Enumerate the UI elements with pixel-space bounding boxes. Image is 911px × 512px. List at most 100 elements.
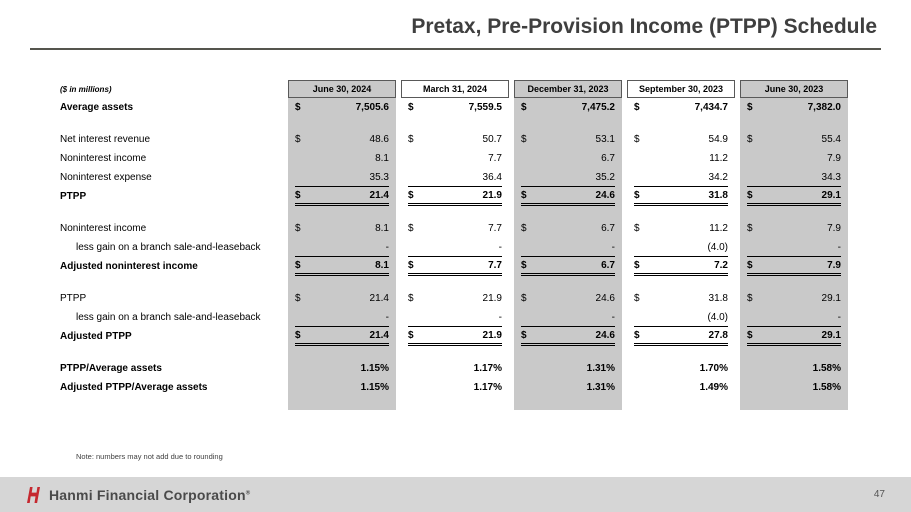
title-divider <box>30 48 881 50</box>
row-label: less gain on a branch sale-and-leaseback <box>76 242 261 253</box>
table-row: PTPP/Average assets 1.15% 1.17% 1.31% 1.70% 1… <box>58 359 848 378</box>
cell-value: 1.17% <box>473 382 502 393</box>
table-row: Average assets $7,505.6 $7,559.5 $7,475.2 $7… <box>58 98 848 117</box>
value-cell: $7,559.5 <box>401 98 509 117</box>
brand: Hanmi Financial Corporation® <box>26 486 250 504</box>
value-cell: $8.1 <box>288 219 396 238</box>
value-cell: $29.1 <box>740 187 848 206</box>
cell-value: - <box>385 241 389 253</box>
row-label: Noninterest income <box>60 223 147 234</box>
cell-value: 7.9 <box>827 223 841 234</box>
brand-name: Hanmi Financial Corporation® <box>49 486 251 503</box>
dollar-sign: $ <box>295 293 301 304</box>
dollar-sign: $ <box>747 223 753 234</box>
value-cell: 34.3 <box>740 168 848 187</box>
value-cell: 1.17% <box>401 378 509 397</box>
cell-value: 21.9 <box>482 293 502 304</box>
value-cell: 1.31% <box>514 359 622 378</box>
table-row: Noninterest expense 35.3 36.4 35.2 34.2 34.3 <box>58 168 848 187</box>
cell-value: 34.3 <box>821 171 841 183</box>
value-cell: 36.4 <box>401 168 509 187</box>
cell-value: 21.4 <box>369 329 389 341</box>
row-label: PTPP <box>60 293 87 304</box>
cell-value: 6.7 <box>601 153 615 164</box>
value-cell: 35.2 <box>514 168 622 187</box>
cell-value: 7,382.0 <box>807 102 841 113</box>
cell-value: 7.7 <box>488 259 502 271</box>
dollar-sign: $ <box>521 329 527 341</box>
column-header: December 31, 2023 <box>514 80 622 98</box>
value-cell: 6.7 <box>514 149 622 168</box>
value-cell: $6.7 <box>514 257 622 276</box>
value-cell: $21.9 <box>401 289 509 308</box>
row-label: Average assets <box>60 102 134 113</box>
table-tail-row <box>58 397 848 410</box>
cell-value: 31.8 <box>708 293 728 304</box>
cell-value: 8.1 <box>375 223 389 234</box>
dollar-sign: $ <box>408 329 414 341</box>
value-cell: (4.0) <box>627 308 735 327</box>
cell-value: 1.17% <box>473 363 502 374</box>
value-cell: $7.7 <box>401 219 509 238</box>
column-header: March 31, 2024 <box>401 80 509 98</box>
value-cell: $24.6 <box>514 187 622 206</box>
cell-value: 31.8 <box>708 189 728 201</box>
row-label: Adjusted PTPP/Average assets <box>60 382 208 393</box>
dollar-sign: $ <box>408 102 414 113</box>
dollar-sign: $ <box>295 329 301 341</box>
cell-value: 35.3 <box>369 171 389 183</box>
cell-value: 34.2 <box>708 171 728 183</box>
value-cell: $27.8 <box>627 327 735 346</box>
value-cell: 1.17% <box>401 359 509 378</box>
value-cell: 1.15% <box>288 378 396 397</box>
value-cell: $21.9 <box>401 327 509 346</box>
cell-value: 1.31% <box>586 363 615 374</box>
row-label: Net interest revenue <box>60 134 151 145</box>
value-cell: 7.9 <box>740 149 848 168</box>
cell-value: 1.15% <box>360 363 389 374</box>
value-cell: $31.8 <box>627 187 735 206</box>
cell-value: 8.1 <box>375 259 389 271</box>
dollar-sign: $ <box>747 259 753 271</box>
value-cell: $7.9 <box>740 257 848 276</box>
dollar-sign: $ <box>295 259 301 271</box>
value-cell: - <box>288 308 396 327</box>
value-cell: $29.1 <box>740 289 848 308</box>
cell-value: 54.9 <box>708 134 728 145</box>
dollar-sign: $ <box>295 189 301 201</box>
dollar-sign: $ <box>408 293 414 304</box>
cell-value: 8.1 <box>375 153 389 164</box>
value-cell: - <box>401 308 509 327</box>
value-cell: $7,434.7 <box>627 98 735 117</box>
value-cell: $21.9 <box>401 187 509 206</box>
cell-value: 7.9 <box>827 259 841 271</box>
dollar-sign: $ <box>295 102 301 113</box>
table-row: Adjusted PTPP $21.4 $21.9 $24.6 $27.8 $29.1 <box>58 327 848 346</box>
cell-value: 7,505.6 <box>355 102 389 113</box>
row-label: Noninterest income <box>60 153 147 164</box>
value-cell: $6.7 <box>514 219 622 238</box>
row-label: Noninterest expense <box>60 172 152 183</box>
value-cell: 1.70% <box>627 359 735 378</box>
dollar-sign: $ <box>747 329 753 341</box>
dollar-sign: $ <box>634 259 640 271</box>
table-row: PTPP $21.4 $21.9 $24.6 $31.8 $29.1 <box>58 187 848 206</box>
dollar-sign: $ <box>295 134 301 145</box>
value-cell: 1.49% <box>627 378 735 397</box>
value-cell: $21.4 <box>288 289 396 308</box>
dollar-sign: $ <box>295 223 301 234</box>
table-row: Net interest revenue $48.6 $50.7 $53.1 $54.9… <box>58 130 848 149</box>
value-cell: - <box>740 308 848 327</box>
cell-value: 35.2 <box>595 171 615 183</box>
value-cell: 35.3 <box>288 168 396 187</box>
table-header-row: ($ in millions) June 30, 2024 March 31, 20… <box>58 80 848 98</box>
cell-value: 21.9 <box>482 329 502 341</box>
unit-label: ($ in millions) <box>60 84 112 94</box>
cell-value: 7,475.2 <box>581 102 615 113</box>
cell-value: 6.7 <box>601 259 615 271</box>
row-label: PTPP <box>60 191 87 202</box>
column-header: June 30, 2024 <box>288 80 396 98</box>
value-cell: $24.6 <box>514 289 622 308</box>
cell-value: (4.0) <box>707 241 728 253</box>
footer-bar: Hanmi Financial Corporation® 47 <box>0 477 911 512</box>
